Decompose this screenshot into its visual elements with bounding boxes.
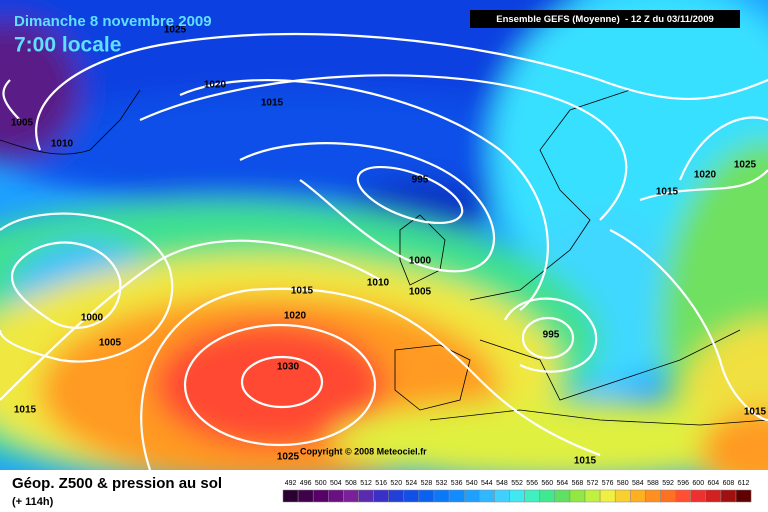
isobar-label: 1015 <box>744 407 767 418</box>
scale-swatch <box>735 489 752 503</box>
scale-swatch <box>524 489 540 503</box>
scale-label: 612 <box>738 480 750 487</box>
isobar-label: 1010 <box>51 139 74 150</box>
copyright: Copyright © 2008 Meteociel.fr <box>300 446 427 456</box>
scale-swatch <box>539 489 556 503</box>
scale-label: 556 <box>526 480 538 487</box>
scale-swatch <box>645 489 661 503</box>
scale-swatch <box>569 489 586 503</box>
scale-swatch <box>494 489 510 503</box>
scale-label: 504 <box>330 480 342 487</box>
scale-swatch <box>297 489 314 503</box>
isobar-label: 1000 <box>81 313 104 324</box>
scale-label: 604 <box>708 480 720 487</box>
scale-swatch <box>358 489 374 503</box>
scale-label: 512 <box>360 480 372 487</box>
scale-swatch <box>448 489 465 503</box>
scale-label: 584 <box>632 480 644 487</box>
isobar-label: 1030 <box>277 362 300 373</box>
scale-swatch <box>584 489 601 503</box>
isobar-label: 1025 <box>164 25 187 36</box>
date: Dimanche 8 novembre 2009 <box>14 13 212 30</box>
isobar-label: 1015 <box>14 405 37 416</box>
scale-label: 588 <box>647 480 659 487</box>
isobar-label: 995 <box>543 330 560 341</box>
scale-label: 508 <box>345 480 357 487</box>
scale-label: 564 <box>557 480 569 487</box>
scale-label: 496 <box>300 480 312 487</box>
scale-swatch <box>343 489 359 503</box>
scale-label: 596 <box>677 480 689 487</box>
scale-swatch <box>282 489 299 503</box>
isobar-label: 1015 <box>656 187 679 198</box>
forecast-lead: (+ 114h) <box>12 496 54 508</box>
scale-swatch <box>373 489 389 503</box>
scale-label: 520 <box>390 480 402 487</box>
scale-label: 600 <box>692 480 704 487</box>
scale-label: 532 <box>436 480 448 487</box>
scale-label: 524 <box>406 480 418 487</box>
scale-swatch <box>705 489 722 503</box>
scale-swatch <box>660 489 676 503</box>
scale-swatch <box>614 489 631 503</box>
model-info: Ensemble GEFS (Moyenne) - 12 Z du 03/11/… <box>496 14 714 25</box>
scale-swatch <box>479 489 495 503</box>
isobars <box>0 32 768 470</box>
scale-label: 528 <box>421 480 433 487</box>
isobar-label: 1015 <box>291 286 314 297</box>
isobar-label: 1005 <box>99 338 122 349</box>
isobar-label: 1020 <box>204 80 227 91</box>
scale-label: 544 <box>481 480 493 487</box>
scale-swatch <box>690 489 707 503</box>
coastlines <box>0 89 768 426</box>
scale-label: 536 <box>451 480 463 487</box>
color-scale: 492 496 500 504 508 512 516 520 524 528 532 536 540 5… <box>282 480 752 503</box>
isobar-label: 1020 <box>694 170 717 181</box>
scale-label: 500 <box>315 480 327 487</box>
scale-swatch <box>509 489 525 503</box>
isobar-label: 1015 <box>261 98 284 109</box>
scale-label: 608 <box>723 480 735 487</box>
scale-label: 540 <box>466 480 478 487</box>
scale-label: 560 <box>541 480 553 487</box>
isobar-label: 1025 <box>734 160 757 171</box>
scale-swatch <box>599 489 616 503</box>
scale-swatch <box>388 489 405 503</box>
isobar-label: 1005 <box>11 118 34 129</box>
scale-label: 580 <box>617 480 629 487</box>
scale-label: 548 <box>496 480 508 487</box>
scale-swatch <box>720 489 737 503</box>
scale-label: 568 <box>572 480 584 487</box>
scale-label: 572 <box>587 480 599 487</box>
isobar-label: 1000 <box>409 256 432 267</box>
local-time: 7:00 locale <box>14 34 121 57</box>
isobar-label: 1025 <box>277 452 300 463</box>
scale-label: 516 <box>375 480 387 487</box>
scale-swatch <box>675 489 691 503</box>
scale-swatch <box>312 489 329 503</box>
isobar-label: 995 <box>412 175 429 186</box>
scale-swatch <box>418 489 435 503</box>
scale-label: 576 <box>602 480 614 487</box>
scale-swatch <box>463 489 480 503</box>
isobar-label: 1010 <box>367 278 390 289</box>
scale-swatch <box>630 489 646 503</box>
scale-label: 492 <box>285 480 297 487</box>
model-box <box>470 10 740 28</box>
isobar-label: 1020 <box>284 311 307 322</box>
scale-swatch <box>433 489 450 503</box>
scale-swatch <box>328 489 344 503</box>
scale-label: 552 <box>511 480 523 487</box>
scale-swatch <box>403 489 420 503</box>
isobar-label: 1005 <box>409 287 432 298</box>
footer-title: Géop. Z500 & pression au sol <box>12 475 222 492</box>
scale-swatch <box>554 489 571 503</box>
isobar-label: 1015 <box>574 456 597 467</box>
scale-label: 592 <box>662 480 674 487</box>
